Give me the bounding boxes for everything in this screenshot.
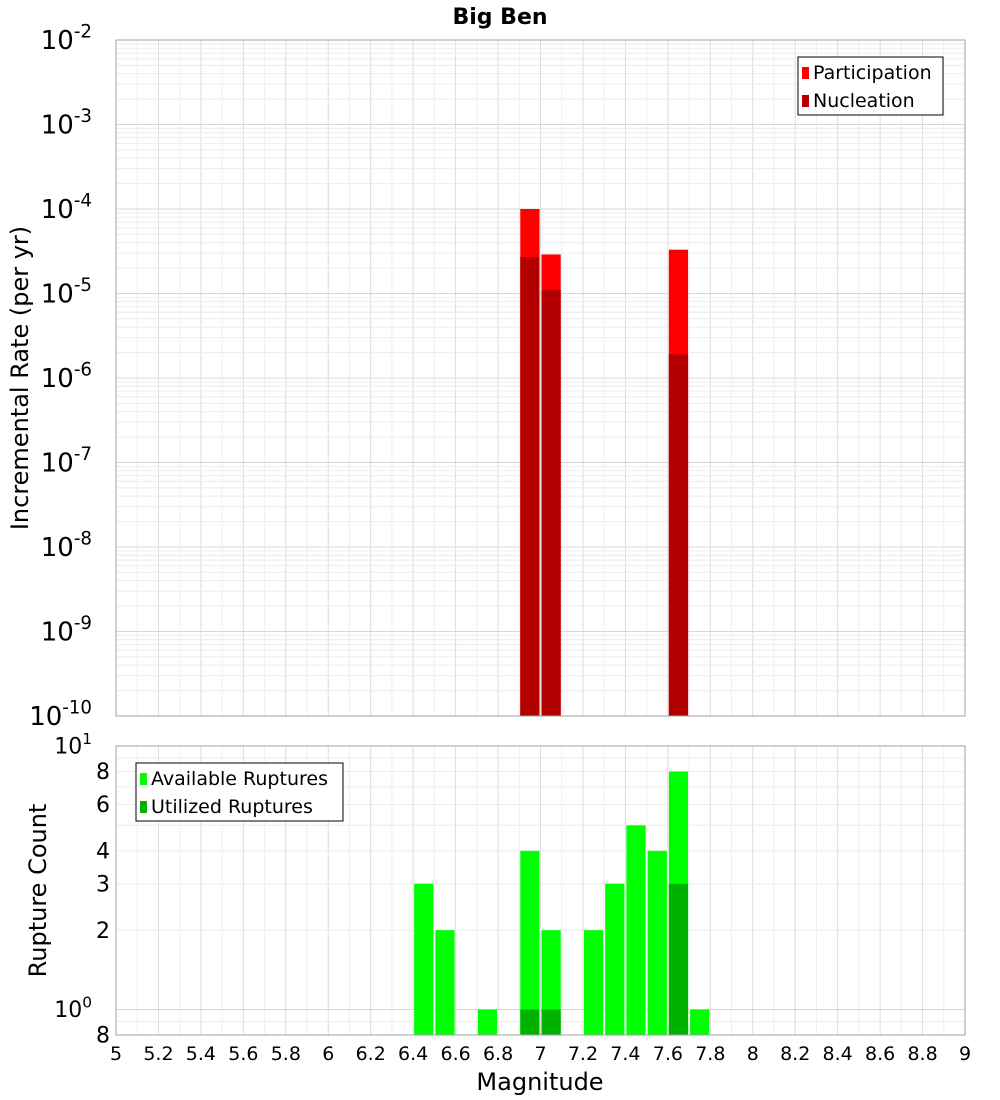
y-tick-label: 8 [96,760,110,785]
y-tick-label: 3 [96,872,110,897]
plot-frame [115,745,966,1036]
x-tick-label: 9 [959,1043,971,1065]
x-tick-label: 7.8 [695,1043,725,1065]
x-tick-label: 8.4 [823,1043,853,1065]
x-tick-label: 7.4 [610,1043,640,1065]
bar-series-1 [541,930,561,1035]
x-tick-label: 8.6 [865,1043,895,1065]
x-tick-label: 7 [534,1043,546,1065]
legend-swatch [140,773,147,785]
y-tick-label: 8 [96,1024,110,1049]
x-tick-label: 8.8 [907,1043,937,1065]
x-tick-label: 7.6 [653,1043,683,1065]
bar-series-1 [414,883,434,1035]
y-tick-label: 10-9 [41,613,92,648]
legend-entry: Available Ruptures [151,768,328,790]
y-tick-label: 10-4 [41,190,92,225]
bar-series-1 [477,1009,498,1035]
legend-swatch [802,95,809,107]
bar-series-2 [541,1009,561,1035]
x-tick-label: 5.6 [228,1043,258,1065]
bar-series-2 [520,1009,540,1035]
chart-title: Big Ben [452,5,547,30]
legend-swatch [140,801,147,813]
x-tick-label: 6.8 [483,1043,513,1065]
x-tick-label: 8 [747,1043,759,1065]
x-tick-label: 5.2 [143,1043,173,1065]
y-tick-label: 101 [54,730,92,760]
x-tick-label: 6 [322,1043,334,1065]
y-tick-label: 10-7 [41,444,92,479]
bar-series-1 [690,1009,710,1035]
bar-series-1 [605,883,625,1035]
y-tick-label: 10-6 [41,359,92,394]
bar-series-1 [647,850,667,1035]
bar-series-1 [626,825,646,1035]
legend-entry: Nucleation [813,90,915,112]
bar-series-1 [583,930,604,1035]
x-tick-label: 6.2 [356,1043,386,1065]
legend-entry: Participation [813,62,932,84]
y-tick-label: 4 [96,840,110,865]
x-axis-label: Magnitude [476,1068,603,1096]
bar-series-2 [668,883,689,1035]
bar-series-2 [668,354,689,716]
legend-swatch [802,67,809,79]
x-tick-label: 8.2 [780,1043,810,1065]
x-tick-label: 5.8 [271,1043,301,1065]
legend-box [135,762,344,822]
bar-series-1 [435,930,455,1035]
bar-series-1 [520,850,540,1035]
y-tick-label: 10-3 [41,106,92,141]
y-tick-label: 10-2 [41,21,92,56]
bar-series-2 [520,257,540,716]
legend-entry: Utilized Ruptures [151,796,313,818]
bar-series-2 [541,290,561,716]
y-axis-label: Incremental Rate (per yr) [6,226,34,530]
y-tick-label: 10-5 [41,275,92,310]
plot-frame [115,39,966,717]
x-tick-label: 6.4 [398,1043,428,1065]
x-tick-label: 6.6 [440,1043,470,1065]
y-tick-label: 6 [96,793,110,818]
rate-panel: 10-10 10-9 10-8 10-7 10-6 10-5 10-4 10-3 10-2 Inc… [6,21,966,732]
legend-box [797,56,944,116]
x-tick-label: 5 [110,1043,122,1065]
x-tick-label: 7.2 [568,1043,598,1065]
y-tick-label: 2 [96,919,110,944]
y-tick-label: 10-10 [29,697,92,732]
y-tick-label: 100 [54,993,92,1023]
x-tick-label: 5.4 [186,1043,216,1065]
y-tick-label: 10-8 [41,528,92,563]
y-axis-label: Rupture Count [24,804,52,978]
